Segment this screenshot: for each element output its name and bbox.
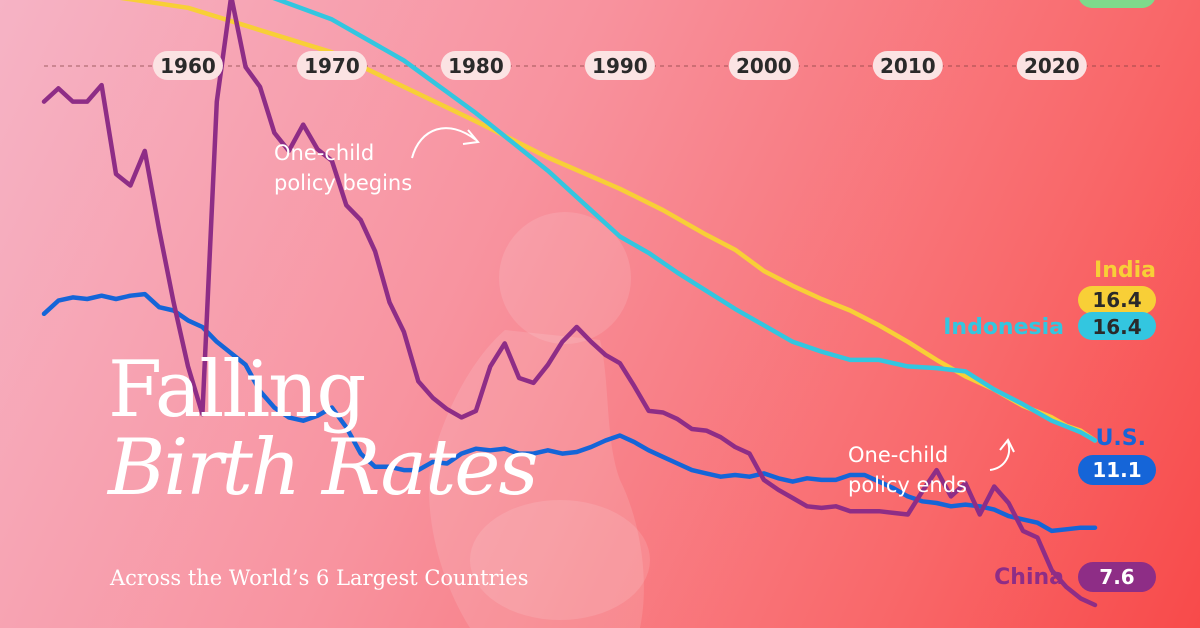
value-badge-us (1078, 455, 1156, 485)
x-tick-label: 2010 (880, 54, 936, 78)
x-tick-pill (296, 51, 367, 80)
series-name-china: China (994, 565, 1064, 590)
end-value-india: 16.4 (1092, 288, 1141, 312)
x-tick-1960: 1960 (152, 51, 223, 80)
annotation-policy-begins: One-child policy begins (274, 127, 480, 195)
series-name-us: U.S. (1096, 426, 1146, 451)
x-tick-pill (872, 51, 943, 80)
series-line-indonesia (272, 0, 1098, 443)
x-tick-2020: 2020 (1016, 51, 1087, 80)
title-line-2: Birth Rates (108, 423, 538, 513)
x-tick-label: 1990 (592, 54, 648, 78)
annotation-line: policy begins (274, 171, 412, 195)
value-badge-india (1078, 286, 1156, 314)
x-axis-ticks: 1960 1970 1980 1990 2000 2010 2020 (152, 51, 1087, 80)
x-tick-pill (152, 51, 223, 80)
series-line-u-s (41, 291, 1098, 534)
series-name-india: India (1094, 258, 1156, 283)
annotation-line: One-child (848, 443, 948, 467)
x-tick-1980: 1980 (440, 51, 511, 80)
x-tick-label: 2000 (736, 54, 792, 78)
annotation-line: policy ends (848, 473, 967, 497)
value-badge-china (1078, 562, 1156, 592)
value-badge-offscreen (1079, 0, 1155, 8)
annotation-line: One-child (274, 141, 374, 165)
end-value-indonesia: 16.4 (1092, 315, 1141, 339)
x-tick-pill (1016, 51, 1087, 80)
end-value-china: 7.6 (1099, 565, 1134, 589)
subtitle: Across the World’s 6 Largest Countries (110, 566, 529, 590)
x-tick-2000: 2000 (728, 51, 799, 80)
title-line-1: Falling (108, 345, 366, 435)
annotation-arrow (989, 441, 1010, 471)
series-line-china (41, 0, 1098, 608)
arrowhead-icon (462, 129, 480, 145)
x-tick-label: 1970 (304, 54, 360, 78)
end-value-us: 11.1 (1092, 458, 1141, 482)
x-tick-1990: 1990 (584, 51, 655, 80)
x-tick-1970: 1970 (296, 51, 367, 80)
arrowhead-icon (999, 438, 1015, 453)
end-labels: India 16.4 Indonesia 16.4 U.S. 11.1 Chin… (943, 0, 1156, 592)
annotation-arrow (411, 127, 477, 159)
value-badge-indonesia (1078, 312, 1156, 340)
series-name-indonesia: Indonesia (943, 315, 1064, 340)
x-tick-pill (728, 51, 799, 80)
x-tick-label: 2020 (1024, 54, 1080, 78)
x-tick-label: 1960 (160, 54, 216, 78)
title-block: Falling Birth Rates (108, 345, 538, 513)
annotation-policy-ends: One-child policy ends (848, 438, 1015, 497)
x-tick-2010: 2010 (872, 51, 943, 80)
series-lines (41, 0, 1098, 608)
x-tick-pill (584, 51, 655, 80)
x-tick-pill (440, 51, 511, 80)
x-tick-label: 1980 (448, 54, 504, 78)
